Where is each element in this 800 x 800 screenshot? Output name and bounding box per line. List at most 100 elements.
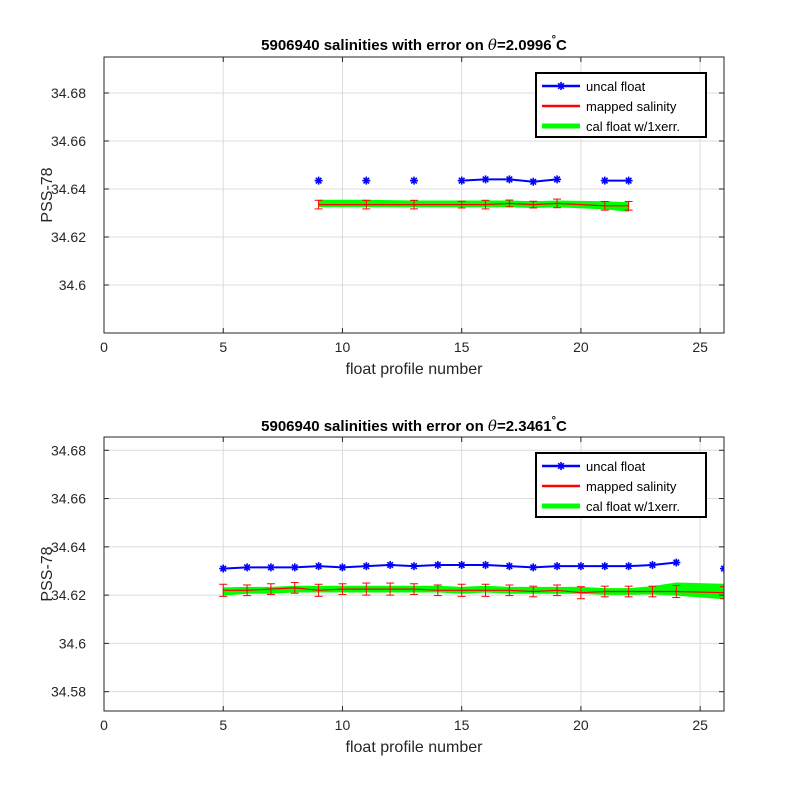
mapped-salinity-errorbar (314, 583, 323, 597)
mapped-salinity-errorbar (529, 200, 538, 209)
x-axis-label: float profile number (346, 739, 484, 756)
uncal-float-point (505, 562, 514, 571)
chart-1: 0 5 10 15 20 25 34.6 34.62 34.64 34.66 34.68 float … (39, 34, 725, 378)
uncal-float-point (529, 563, 538, 572)
legend: uncal float mapped salinity cal float w/1x… (535, 72, 707, 138)
uncal-float-point (338, 563, 347, 572)
y-tick-label: 34.62 (51, 587, 86, 603)
mapped-salinity-errorbar (576, 586, 585, 600)
title-theta: θ (488, 36, 497, 54)
mapped-salinity-errorbar (481, 583, 490, 597)
title-unit: C (556, 418, 567, 435)
x-tick-label: 5 (219, 717, 227, 733)
x-tick-label: 25 (692, 339, 708, 355)
chart-2: 0 5 10 15 20 25 34.58 34.6 34.62 34.64 34.66 34.68 f… (39, 415, 725, 756)
axes-box (103, 56, 725, 334)
plot-marks (219, 558, 724, 600)
mapped-salinity-errorbar (624, 200, 633, 211)
legend-label-3: cal float w/1xerr. (586, 499, 680, 514)
x-tick-label: 20 (573, 339, 589, 355)
title-unit: C (556, 37, 567, 54)
uncal-float-point (314, 176, 323, 185)
y-tick-label: 34.64 (51, 181, 86, 197)
mapped-salinity-errorbar (314, 199, 323, 210)
mapped-salinity-errorbar (433, 584, 442, 597)
uncal-float-point (410, 562, 418, 571)
uncal-float-point (553, 562, 562, 571)
title-theta: θ (488, 417, 497, 435)
legend-label-1: uncal float (586, 79, 646, 94)
y-tick-label: 34.58 (51, 684, 86, 700)
x-tick-label: 15 (454, 717, 470, 733)
chart-title: 5906940 salinities with error on θ=2.346… (261, 415, 567, 435)
mapped-salinity-line (318, 202, 629, 207)
uncal-float-point (553, 175, 562, 184)
legend-label-3: cal float w/1xerr. (586, 119, 680, 134)
uncal-float-point (600, 562, 609, 571)
uncal-float-point (624, 176, 633, 185)
uncal-float-point (505, 175, 514, 184)
title-value: =2.3461 (497, 418, 552, 435)
y-tick-label: 34.62 (51, 229, 86, 245)
mapped-salinity-errorbar (410, 199, 418, 210)
y-tick-label: 34.66 (51, 491, 86, 507)
uncal-float-point (290, 563, 299, 572)
mapped-salinity-errorbar (600, 585, 609, 598)
mapped-salinity-errorbar (362, 582, 371, 596)
mapped-salinity-errorbar (338, 583, 347, 595)
y-tick-label: 34.6 (59, 635, 86, 651)
uncal-float-point (672, 558, 681, 567)
uncal-float-point (266, 563, 275, 572)
legend-label-2: mapped salinity (586, 99, 677, 114)
uncal-float-point (243, 563, 252, 572)
x-tick-label: 5 (219, 339, 227, 355)
x-tick-label: 15 (454, 339, 470, 355)
uncal-float-point (410, 176, 418, 185)
uncal-float-point (481, 175, 490, 184)
uncal-float-point (624, 562, 633, 571)
legend-label-1: uncal float (586, 459, 646, 474)
uncal-float-point (481, 560, 490, 569)
uncal-float-point (457, 176, 466, 185)
y-tick-label: 34.68 (51, 85, 86, 101)
legend-marker (557, 82, 565, 90)
uncal-float-point (600, 176, 609, 185)
mapped-salinity-errorbar (672, 584, 681, 599)
y-axis-label: PSS-78 (39, 167, 56, 222)
mapped-salinity-errorbar (362, 199, 371, 210)
title-degree: ° (552, 34, 556, 46)
mapped-salinity-errorbar (243, 584, 252, 597)
legend: uncal float mapped salinity cal float w/1x… (535, 452, 707, 518)
y-tick-label: 34.66 (51, 133, 86, 149)
chart-title: 5906940 salinities with error on θ=2.099… (261, 34, 567, 54)
mapped-salinity-errorbar (553, 198, 562, 209)
y-tick-label: 34.6 (59, 277, 86, 293)
uncal-float-point (576, 562, 585, 571)
x-tick-label: 20 (573, 717, 589, 733)
mapped-salinity-errorbar (529, 585, 538, 598)
uncal-float-point (648, 560, 657, 569)
mapped-salinity-errorbar (457, 583, 466, 597)
mapped-salinity-errorbar (648, 585, 657, 598)
mapped-salinity-errorbar (505, 199, 514, 208)
title-value: =2.0996 (497, 37, 552, 54)
cal-float-band (318, 199, 630, 212)
x-tick-label: 25 (692, 717, 708, 733)
mapped-salinity-errorbar (481, 199, 490, 210)
uncal-float-point (457, 560, 466, 569)
uncal-float-point (720, 564, 724, 573)
legend-label-2: mapped salinity (586, 479, 677, 494)
uncal-float-point (362, 176, 371, 185)
x-tick-label: 10 (335, 717, 351, 733)
mapped-salinity-errorbar (386, 582, 395, 596)
uncal-float-point (219, 564, 228, 573)
mapped-salinity-errorbar (457, 200, 466, 209)
title-prefix: 5906940 salinities with error on (261, 418, 488, 435)
uncal-float-point (362, 562, 371, 571)
uncal-float-point (314, 562, 323, 571)
mapped-salinity-errorbar (219, 583, 228, 597)
uncal-float-point (433, 560, 442, 569)
mapped-salinity-errorbar (624, 585, 633, 598)
plot-marks (314, 175, 633, 212)
